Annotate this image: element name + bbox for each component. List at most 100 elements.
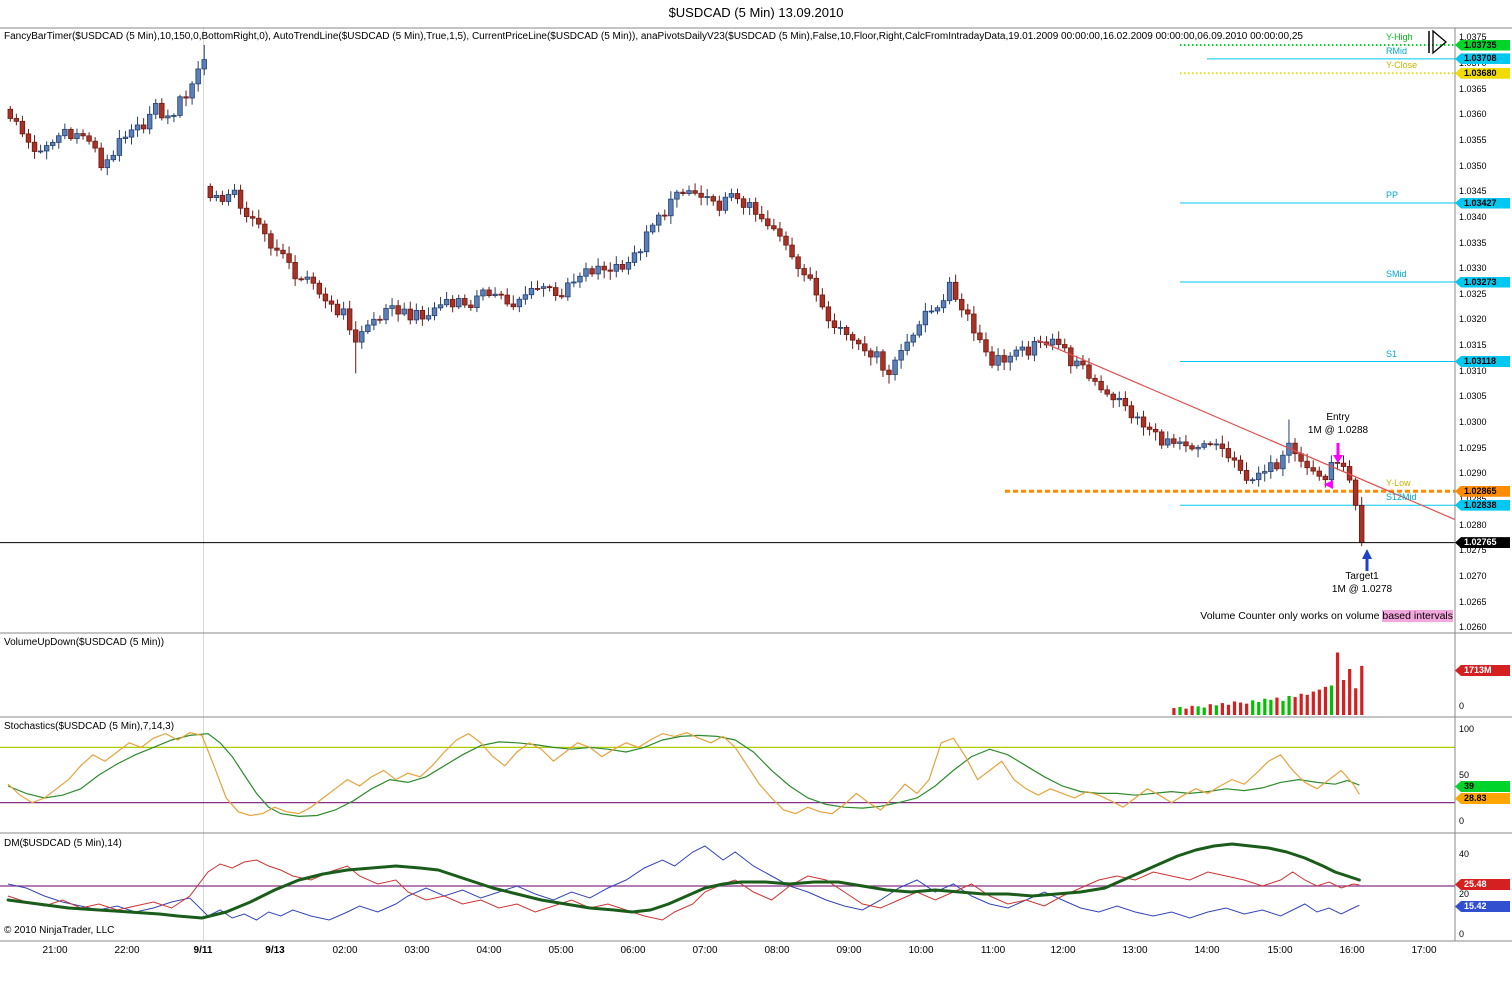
price-badge: 1.03427 [1455,197,1510,209]
price-tick: 1.0280 [1459,519,1487,530]
price-tick: 1.0330 [1459,263,1487,274]
stoch-d-line [7,732,1360,818]
time-tick: 21:00 [42,945,68,956]
time-axis[interactable]: 21:00 22:00 9/11 9/13 02:00 03:00 04:00 05:00 06… [0,943,1455,959]
time-tick: 11:00 [980,945,1006,956]
price-tick: 1.0365 [1459,83,1487,94]
stochastics-panel-label: Stochastics($USDCAD (5 Min),7,14,3) [4,721,175,732]
entry-annotation: Entry 1M @ 1.0288 [1285,412,1391,437]
price-badge: 1.03735 [1455,39,1510,51]
price-tick: 1.0325 [1459,288,1487,299]
price-badge: 1.02765 [1455,537,1510,549]
chart-title: $USDCAD (5 Min) 13.09.2010 [668,5,844,20]
price-tick: 1.0305 [1459,391,1487,402]
price-tick: 1.0290 [1459,468,1487,479]
time-tick: 06:00 [620,945,646,956]
time-tick: 03:00 [404,945,430,956]
adx-line [6,842,1361,920]
volume-axis-tick: 0 [1459,701,1465,711]
dm-plus-line [7,859,1360,921]
pivot-label-rmid: RMid [1386,45,1408,56]
entry-fill-marker [1324,480,1333,489]
price-tick: 1.0315 [1459,340,1487,351]
price-badge: 1.03273 [1455,276,1510,288]
price-axis[interactable]: 1.03751.03701.03651.03601.03551.03501.03… [1455,28,1512,941]
candles [7,45,1365,547]
dm-panel-label: DM($USDCAD (5 Min),14) [4,838,122,849]
time-tick: 09:00 [836,945,862,956]
time-tick: 02:00 [332,945,358,956]
entry-detail: 1M @ 1.0288 [1307,424,1369,436]
pivot-label-y-high: Y-High [1386,32,1413,42]
time-tick: 13:00 [1122,945,1148,956]
dm-axis-tick: 40 [1459,849,1470,859]
chart-cursor-icon[interactable] [1426,28,1450,56]
price-tick: 1.0265 [1459,596,1487,607]
time-tick: 08:00 [764,945,790,956]
pivot-label-smid: SMid [1386,269,1407,279]
price-badge: 1.02838 [1455,499,1510,511]
dm-minus-line [7,845,1360,921]
time-tick: 16:00 [1339,945,1365,956]
volume-panel-label: VolumeUpDown($USDCAD (5 Min)) [4,637,165,648]
time-tick: 17:00 [1411,945,1437,956]
time-tick: 10:00 [908,945,934,956]
pivot-label-y-low: Y-Low [1386,478,1411,489]
price-tick: 1.0285 [1459,494,1487,504]
price-badge: 1.02865 [1455,485,1510,497]
price-badge: 1.03680 [1455,67,1510,79]
time-tick: 9/13 [265,945,285,956]
price-tick: 1.0270 [1459,570,1487,581]
volume-counter-note: Volume Counter only works on volume base… [1000,610,1453,622]
pivot-label-y-close: Y-Close [1386,60,1418,71]
price-tick: 1.0335 [1459,237,1487,248]
dm-red-badge: 25.48 [1455,879,1510,890]
price-badge: 1.03708 [1455,53,1510,65]
time-tick: 14:00 [1194,945,1220,956]
target-detail: 1M @ 1.0278 [1331,583,1393,595]
auto-trendline [1036,339,1456,521]
dm-blue-badge: 15.42 [1455,901,1510,912]
time-tick: 15:00 [1267,945,1293,956]
price-tick: 1.0300 [1459,417,1487,428]
price-tick: 1.0320 [1459,314,1487,325]
price-badge: 1.03118 [1455,356,1510,368]
price-tick: 1.0275 [1459,545,1487,556]
target-annotation: Target1 1M @ 1.0278 [1312,571,1412,596]
time-tick: 12:00 [1050,945,1076,956]
price-tick: 1.0310 [1459,365,1487,376]
volume-note-text: Volume Counter only works on volume [1200,610,1383,622]
stoch-axis-tick: 0 [1459,816,1465,826]
entry-arrow [1333,443,1343,463]
entry-label: Entry [1326,412,1350,423]
time-tick: 9/11 [193,945,213,956]
pivot-label-pp: PP [1386,190,1399,200]
price-tick: 1.0355 [1459,134,1487,145]
stoch-axis-tick: 100 [1459,724,1475,734]
volume-bars [1172,652,1364,715]
price-tick: 1.0360 [1459,109,1487,120]
target-label: Target1 [1345,571,1379,582]
target-arrow [1362,549,1372,571]
pivot-lines [1005,44,1455,506]
indicator-header: FancyBarTimer($USDCAD (5 Min),10,150,0,B… [4,31,1303,42]
stoch-k-line [7,732,1360,817]
dm-axis-tick: 0 [1459,929,1465,939]
time-tick: 07:00 [692,945,718,956]
price-tick: 1.0295 [1459,442,1487,453]
pivot-label-s12mid: S12Mid [1386,492,1417,503]
price-tick: 1.0260 [1459,622,1487,633]
time-tick: 05:00 [548,945,574,956]
copyright: © 2010 NinjaTrader, LLC [4,925,115,936]
price-tick: 1.0345 [1459,186,1487,197]
time-tick: 22:00 [114,945,140,956]
stoch-green-badge: 39 [1455,781,1510,792]
volume-badge: 1713M [1455,665,1510,676]
price-tick: 1.0375 [1459,32,1487,43]
dm-axis-tick: 20 [1459,889,1470,899]
stoch-orange-badge: 28.83 [1455,793,1510,804]
time-tick: 04:00 [476,945,502,956]
price-tick: 1.0340 [1459,211,1487,222]
